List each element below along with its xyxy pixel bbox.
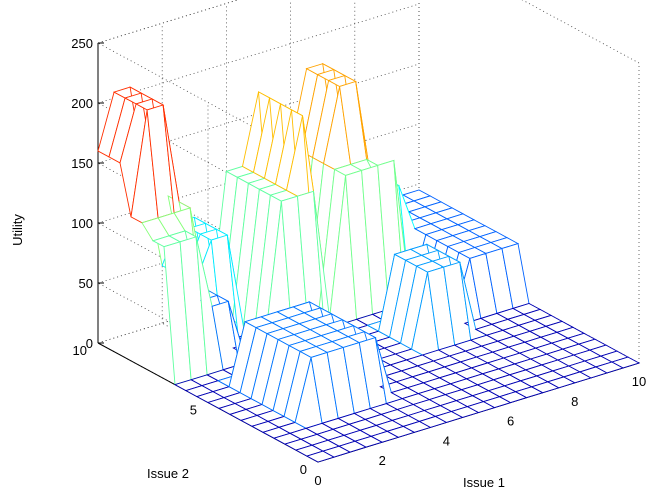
y-tick-label: 5 [190,403,197,418]
box-edge [521,0,640,64]
x-axis-label: Issue 1 [463,475,505,490]
y-tick-label: 0 [300,462,307,477]
surface-cell [610,356,641,369]
z-tick-label: 50 [79,276,93,291]
x-tick-label: 0 [314,473,321,488]
x-tick-label: 10 [632,374,646,389]
z-tick-label: 200 [71,96,93,111]
x-tick-label: 6 [507,414,514,429]
z-axis-label: Utility [10,214,25,246]
z-tick-label: 100 [71,216,93,231]
z-tick-label: 250 [71,36,93,51]
x-tick-label: 4 [443,433,450,448]
utility-surface [97,62,641,463]
x-tick-label: 2 [379,453,386,468]
z-tick-label: 150 [71,156,93,171]
y-axis-label: Issue 2 [147,466,189,481]
z-tick-label: 0 [86,336,93,351]
back-wall-gridline [97,0,239,44]
x-tick-label: 8 [571,394,578,409]
y-tick-label: 10 [73,343,87,358]
left-wall-gridline [97,222,319,343]
back-wall-gridline [97,3,420,104]
left-wall-gridline [97,42,319,163]
left-wall-gridline [97,282,319,403]
box-edge [97,0,239,44]
